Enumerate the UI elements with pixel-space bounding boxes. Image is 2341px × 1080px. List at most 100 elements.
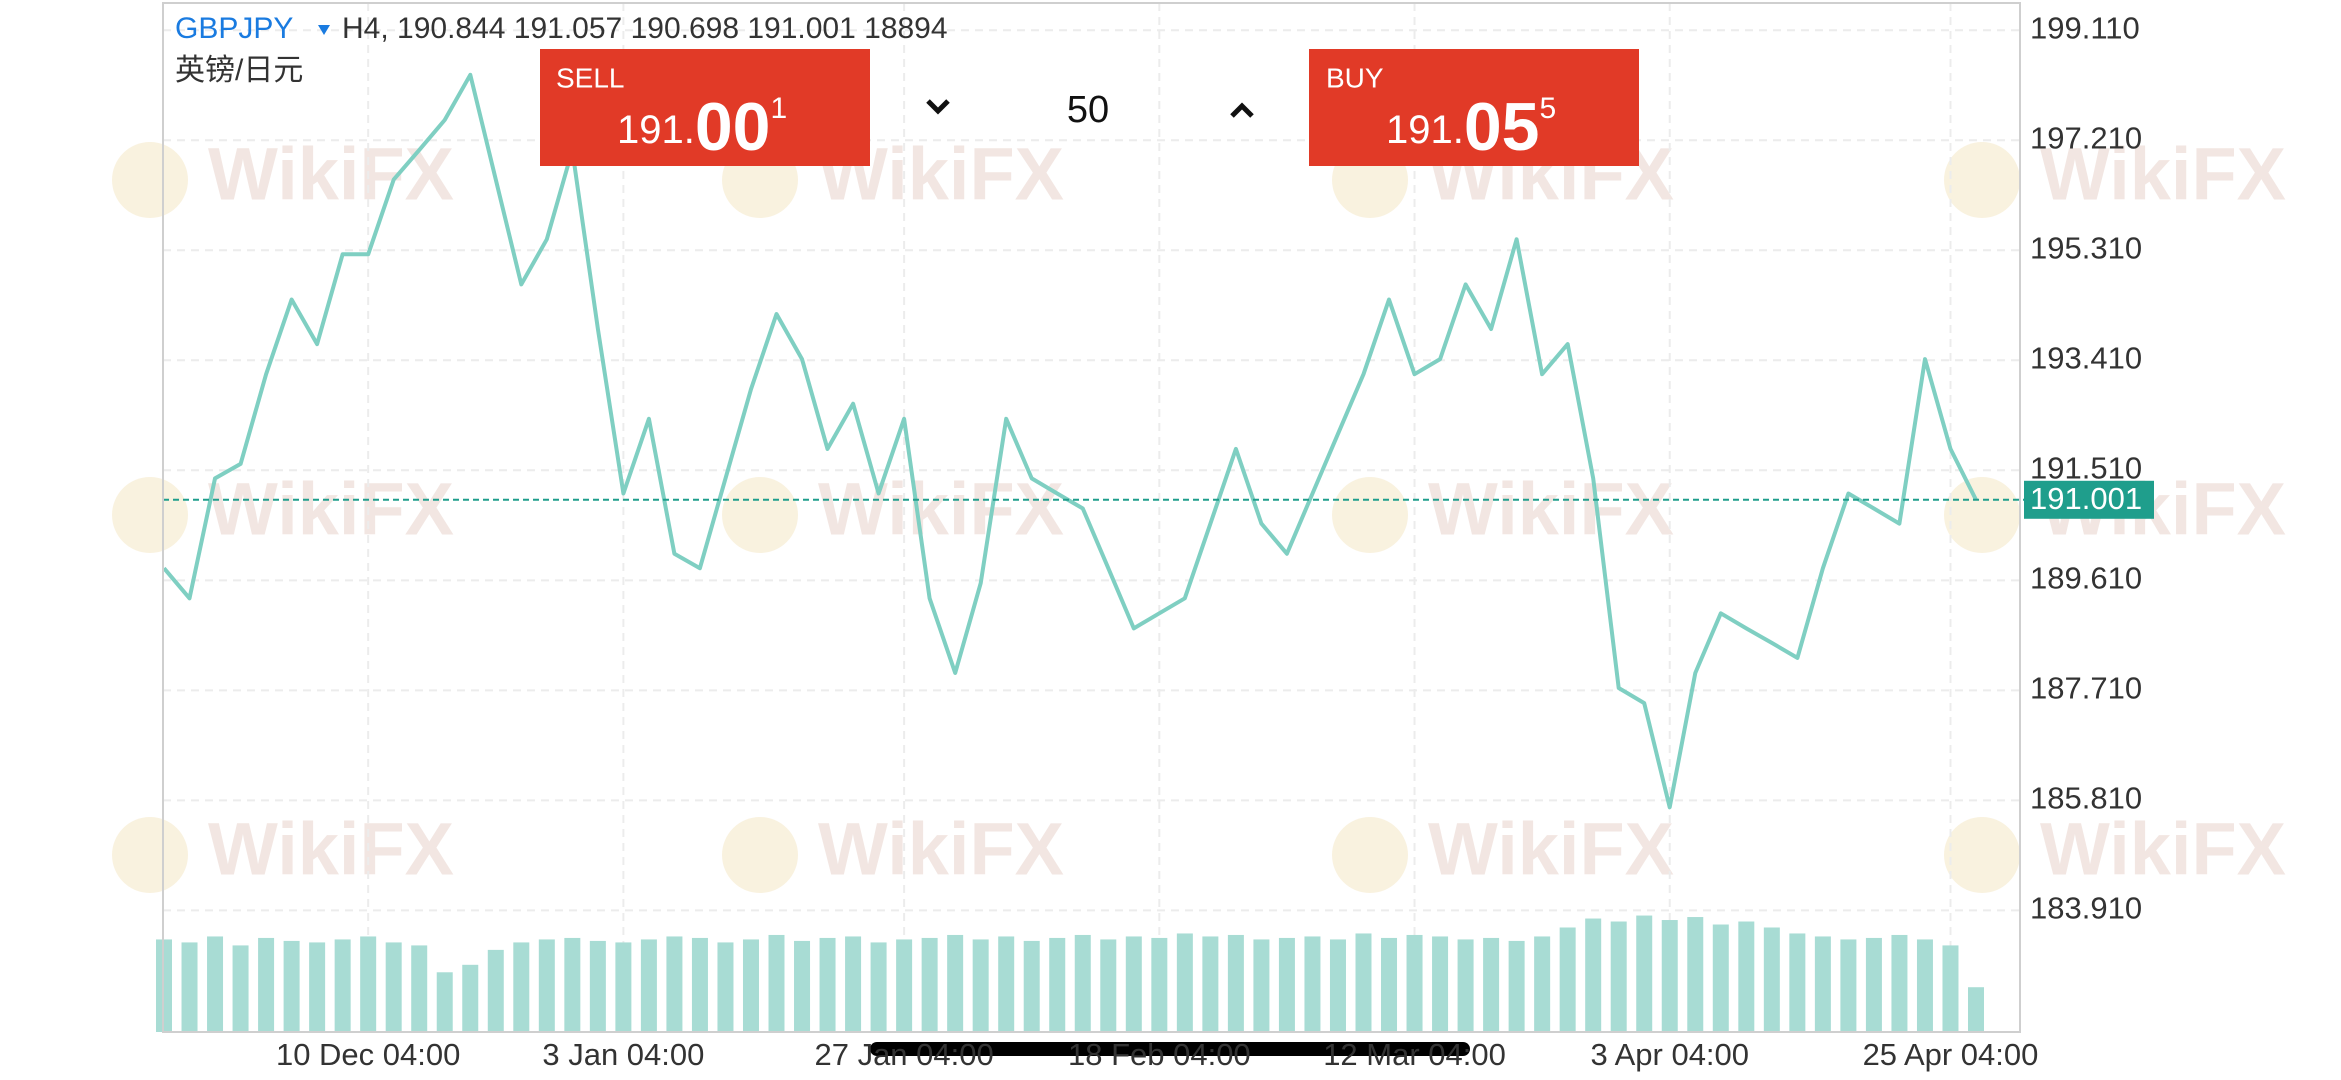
volume-bar [1661,920,1678,1032]
volume-bar [1406,934,1423,1032]
watermark-logo [112,817,188,893]
volume-bar [436,972,453,1032]
watermark-text: WikiFX [2040,133,2286,216]
volume-bar [1840,939,1857,1032]
volume-bar [1432,936,1449,1032]
x-tick-label: 12 Mar 04:00 [1323,1037,1506,1072]
watermark-text: WikiFX [1428,468,1674,551]
x-tick-label: 27 Jan 04:00 [814,1037,993,1072]
sell-button[interactable]: SELL 191.001 [540,49,870,166]
volume-bar [207,936,224,1032]
y-tick-label: 195.310 [2030,230,2142,265]
price-head: 191. [617,108,695,152]
volume-bar [1278,937,1295,1032]
volume-bar [1916,939,1933,1032]
watermarks: WikiFX WikiFX WikiFX WikiFX WikiFX WikiFX Wiki… [112,133,2286,893]
volume-bar [1585,918,1602,1032]
watermark-logo [1944,477,2020,553]
price-big: 05 [1464,89,1540,165]
volume-bar [487,949,504,1032]
watermark-text: WikiFX [818,468,1064,551]
buy-box[interactable] [1309,49,1639,166]
increase-quantity[interactable] [1230,102,1254,118]
volume-bar [896,939,913,1032]
y-tick-label: 197.210 [2030,120,2142,155]
x-tick-label: 25 Apr 04:00 [1863,1037,2039,1072]
buy-label: BUY [1326,62,1384,93]
volume-bar [232,945,249,1032]
volume-bar [181,942,198,1032]
volume-bar [998,936,1015,1032]
y-tick-label: 183.910 [2030,891,2142,926]
watermark-text: WikiFX [208,468,454,551]
symbol-name: 英镑/日元 [175,54,303,87]
volume-bar [972,939,989,1032]
y-tick-label: 199.110 [2030,10,2140,45]
plot [156,72,2024,1032]
x-tick-label: 3 Apr 04:00 [1590,1037,1749,1072]
volume-bar [1253,939,1270,1032]
volume-bar [615,942,632,1032]
volume-bar [360,936,377,1032]
volume-bar [334,939,351,1032]
volume-bar [1176,933,1193,1032]
volume-bar [870,942,887,1032]
volume-bar [1763,927,1780,1032]
volume-bar [1891,934,1908,1032]
symbol[interactable]: GBPJPY [175,12,293,45]
price-big: 00 [695,89,771,165]
volume-bar [309,942,326,1032]
volume-bar [1534,936,1551,1032]
ohlc: H4, 190.844 191.057 190.698 191.001 1889… [342,12,948,45]
volume-bar [1789,933,1806,1032]
watermark-text: WikiFX [818,808,1064,891]
current-price-tag [2024,480,2154,519]
quantity[interactable]: 50 [1067,89,1109,131]
buy-button[interactable]: BUY 191.055 [1309,49,1639,166]
watermark-logo [112,142,188,218]
sell-price: 191.001 [617,89,787,165]
y-tick-label: 193.410 [2030,340,2142,375]
volume-bar [1304,936,1321,1032]
watermark-text: WikiFX [208,133,454,216]
watermark-logo [1944,142,2020,218]
symbol-dropdown[interactable] [318,25,330,35]
volume-bar [1023,940,1040,1032]
home-indicator[interactable] [870,1042,1470,1056]
watermark-text: WikiFX [208,808,454,891]
volume-bar [283,940,300,1032]
volume-bar [1074,934,1091,1032]
volume-bar [794,940,811,1032]
volume-bar [462,964,479,1032]
y-tick-label: 187.710 [2030,671,2142,706]
volume-bar [564,937,581,1032]
volume-bar [921,937,938,1032]
buy-price: 191.055 [1386,89,1556,165]
sell-label: SELL [556,62,625,93]
volume-bar [1508,940,1525,1032]
sell-box[interactable] [540,49,870,166]
volume-bar [1712,924,1729,1032]
volume-bar [845,936,862,1032]
volume-bar [1942,945,1959,1032]
volume-bar [385,942,402,1032]
x-tick-label: 18 Feb 04:00 [1068,1037,1251,1072]
chart-frame [162,2,2021,1033]
y-tick-label: 191.510 [2030,450,2142,485]
volume-bar [1125,936,1142,1032]
decrease-quantity[interactable] [926,99,950,115]
volume-bar [1610,921,1627,1032]
price-line [162,72,1978,810]
watermark-logo [112,477,188,553]
volume-bar [819,937,836,1032]
y-tick-label: 189.610 [2030,561,2142,596]
volume-bar [1687,917,1704,1032]
volume-bar [1202,936,1219,1032]
volume-bar [1483,937,1500,1032]
volume-bar [1738,921,1755,1032]
volume-bar [411,945,428,1032]
volume-bar [691,937,708,1032]
